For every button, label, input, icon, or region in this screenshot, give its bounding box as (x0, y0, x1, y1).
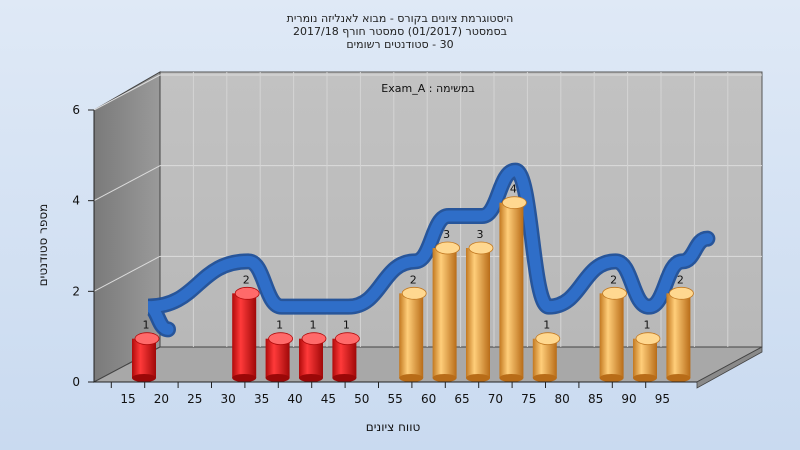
bar-value-label: 1 (143, 319, 150, 332)
x-tick-label: 80 (555, 392, 570, 406)
bar-value-label: 3 (477, 228, 484, 241)
y-ticks: 0 2 4 6 (72, 103, 94, 389)
bar (265, 332, 294, 382)
y-tick-label: 0 (72, 375, 80, 389)
bar-value-label: 2 (677, 273, 684, 286)
bar (132, 332, 160, 382)
bar (666, 286, 694, 382)
x-tick-label: 35 (254, 392, 269, 406)
x-tick-label: 65 (454, 392, 469, 406)
distribution-curve (145, 162, 716, 338)
x-tick-label: 15 (120, 392, 135, 406)
bar-value-label: 4 (510, 183, 517, 196)
x-tick-label: 50 (354, 392, 369, 406)
bar (332, 332, 360, 382)
bar (466, 241, 494, 382)
bar (399, 286, 427, 382)
x-axis-title: טווח ציונים (366, 420, 421, 434)
bar (299, 332, 327, 382)
x-tick-label: 90 (621, 392, 636, 406)
y-tick-label: 2 (72, 284, 80, 298)
bar (432, 241, 461, 382)
bar-value-label: 1 (543, 319, 550, 332)
bar-value-label: 2 (243, 273, 250, 286)
x-ticks: 15 20 25 30 35 40 45 50 55 60 65 70 75 80 85 90 95 (110, 382, 670, 406)
x-tick-label: 25 (187, 392, 202, 406)
x-tick-label: 55 (388, 392, 403, 406)
x-tick-label: 85 (588, 392, 603, 406)
bar-value-label: 3 (443, 228, 450, 241)
bar (499, 196, 527, 382)
bar-value-label: 1 (310, 319, 317, 332)
bar (532, 332, 561, 382)
x-tick-label: 40 (287, 392, 302, 406)
floor-edge (696, 346, 763, 389)
bar (232, 286, 260, 382)
x-tick-label: 70 (488, 392, 503, 406)
inner-label: במשימה : Exam_A (381, 82, 474, 95)
bar-value-label: 2 (410, 273, 417, 286)
bar-value-label: 1 (343, 319, 350, 332)
bar (633, 332, 661, 382)
x-tick-label: 60 (421, 392, 436, 406)
chart-title-line-2: בסמסטר (01/2017) סמסטר חורף 2017/18 (293, 25, 507, 38)
x-tick-label: 75 (521, 392, 536, 406)
chart-title-line-1: היסטוגרמת ציונים בקורס - מבוא לאנליזה נו… (286, 12, 514, 25)
y-tick-label: 4 (72, 194, 80, 208)
bars: 1 2 1 1 1 2 3 3 4 1 2 1 2 (132, 183, 694, 382)
x-tick-label: 45 (321, 392, 336, 406)
x-tick-label: 20 (154, 392, 169, 406)
bar (599, 286, 627, 382)
axes (93, 110, 697, 383)
x-tick-label: 95 (655, 392, 670, 406)
y-tick-label: 6 (72, 103, 80, 117)
bar-value-label: 2 (610, 273, 617, 286)
bar-value-label: 1 (276, 319, 283, 332)
bar-value-label: 1 (644, 319, 651, 332)
y-axis-title: מספר סטודנטים (36, 204, 50, 287)
chart-title-line-3: 30 - סטודנטים רשומים (346, 38, 454, 51)
x-tick-label: 30 (221, 392, 236, 406)
floor (93, 346, 763, 383)
